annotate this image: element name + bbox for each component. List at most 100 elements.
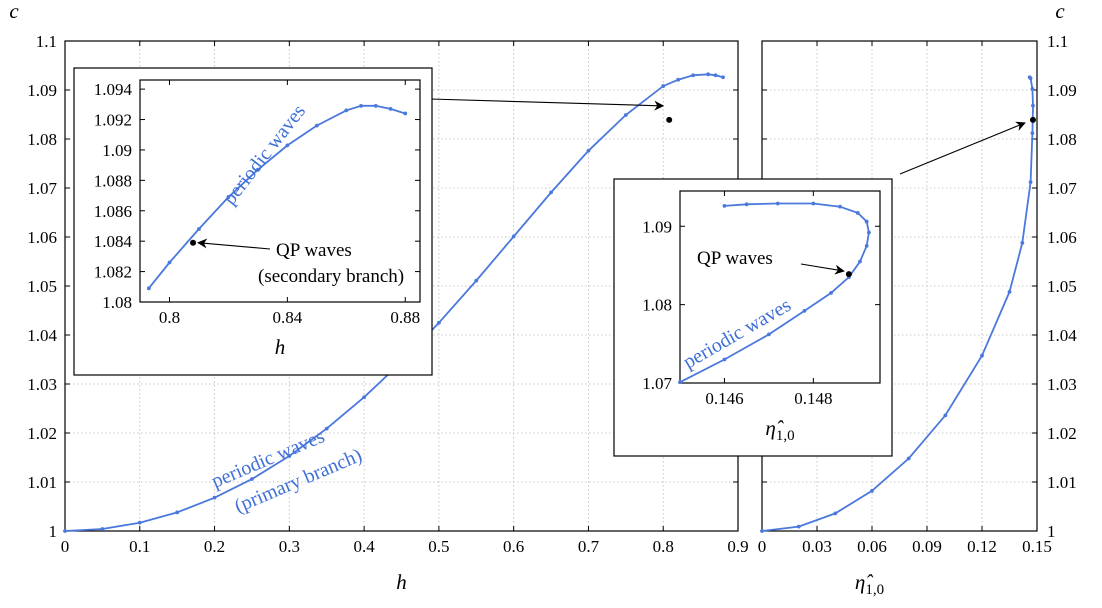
y-tick-label: 1.082	[94, 263, 132, 282]
x-tick-label: 0.03	[802, 537, 832, 556]
data-point	[713, 73, 718, 78]
y-tick-label: 1.02	[27, 424, 57, 443]
data-point	[691, 73, 696, 78]
x-tick-label: 0.09	[912, 537, 942, 556]
inset-left-frame	[139, 79, 421, 303]
y-tick-label: 1.094	[94, 80, 133, 99]
data-point	[250, 477, 254, 481]
data-point	[175, 510, 180, 515]
data-point	[1028, 180, 1033, 185]
qp-point	[666, 116, 673, 123]
data-point	[1007, 289, 1012, 294]
x-tick-label: 0.7	[578, 537, 600, 556]
data-point	[287, 454, 292, 458]
data-point	[255, 167, 260, 172]
x-tick-label: 0.146	[705, 389, 743, 408]
data-point	[811, 201, 816, 206]
data-point	[388, 106, 393, 111]
x-tick-label: 0.148	[794, 389, 832, 408]
data-point	[212, 495, 217, 500]
data-point	[678, 380, 682, 385]
data-point	[676, 77, 681, 82]
data-point	[511, 234, 516, 239]
inset-right-frame	[679, 190, 881, 384]
qp-point	[845, 271, 852, 278]
data-point	[760, 529, 764, 533]
data-point	[586, 148, 591, 153]
callout-arrow-right	[899, 121, 1026, 175]
y-tick-label: 1.05	[27, 277, 57, 296]
y-tick-label: 1.02	[1047, 424, 1077, 443]
data-point	[1027, 75, 1032, 80]
inset-right-box	[613, 178, 893, 457]
y-tick-label: 1.08	[1047, 130, 1077, 149]
x-tick-label: 0.4	[353, 537, 375, 556]
x-tick-label: 0.2	[204, 537, 225, 556]
data-point	[167, 260, 172, 265]
data-point	[63, 529, 67, 533]
y-tick-label: 1.06	[1047, 228, 1077, 247]
y-tick-label: 1.03	[27, 375, 57, 394]
y-tick-label: 1.05	[1047, 277, 1077, 296]
data-point	[864, 243, 869, 248]
data-point	[137, 520, 142, 525]
x-tick-label: 0.84	[272, 308, 302, 327]
qp-arrow-right	[800, 263, 845, 275]
data-point	[980, 353, 984, 358]
y-tick-label: 1.09	[1047, 81, 1077, 100]
data-point	[314, 123, 319, 128]
x-tick-label: 0.6	[503, 537, 524, 556]
y-tick-label: 1.088	[94, 171, 132, 190]
data-point	[722, 203, 727, 208]
data-point	[906, 456, 911, 461]
callout-arrow-left	[429, 98, 665, 111]
y-tick-label: 1.06	[27, 228, 57, 247]
data-point	[197, 227, 201, 231]
data-point	[373, 103, 378, 108]
y-tick-label: 1.04	[27, 326, 57, 345]
series-line-main-left	[64, 73, 724, 532]
x-tick-label: 0.5	[428, 537, 449, 556]
x-tick-label: 0	[758, 537, 767, 556]
data-point	[146, 286, 151, 291]
data-point	[1030, 131, 1035, 136]
inset-left-plot: 0.8 0.84 0.88 1.08 1.082 1.084 1.086 1.088 1.09 1…	[73, 67, 433, 376]
y-tick-label: 1.092	[94, 111, 132, 130]
y-tick-label: 1.09	[27, 81, 57, 100]
data-point	[864, 219, 869, 224]
x-axis-label: η̂1,0	[855, 570, 884, 598]
y-axis-label: c	[9, 0, 19, 23]
data-point	[1031, 103, 1035, 108]
series-line-inset-right	[679, 202, 870, 384]
data-point	[744, 202, 749, 207]
data-point	[436, 320, 441, 325]
data-point	[766, 332, 771, 337]
x-tick-label: 0.15	[1022, 537, 1052, 556]
y-tick-label: 1.1	[1047, 32, 1068, 51]
y-tick-label: 1.08	[102, 293, 132, 312]
y-tick-label: 1.084	[94, 232, 133, 251]
x-tick-label: 0.8	[653, 537, 674, 556]
data-point	[866, 230, 871, 235]
data-point	[1020, 240, 1025, 245]
qp-arrow-left	[197, 238, 271, 250]
y-tick-label: 1.07	[1047, 179, 1077, 198]
data-point	[403, 111, 408, 116]
data-point	[721, 75, 725, 80]
x-tick-label: 0.06	[857, 537, 887, 556]
data-point	[858, 259, 862, 264]
data-point	[623, 113, 628, 117]
qp-label: QP waves	[697, 248, 773, 269]
data-point	[833, 511, 838, 516]
series-line-inset-left	[148, 104, 406, 289]
inset-left-box	[73, 67, 433, 376]
x-tick-label: 0.12	[967, 537, 997, 556]
data-point	[943, 413, 948, 418]
data-point	[855, 211, 860, 215]
y-tick-label: 1.1	[36, 32, 57, 51]
qp-point	[190, 239, 197, 246]
y-tick-label: 1.01	[1047, 473, 1077, 492]
data-point	[362, 395, 367, 400]
x-tick-label: 0.9	[727, 537, 748, 556]
